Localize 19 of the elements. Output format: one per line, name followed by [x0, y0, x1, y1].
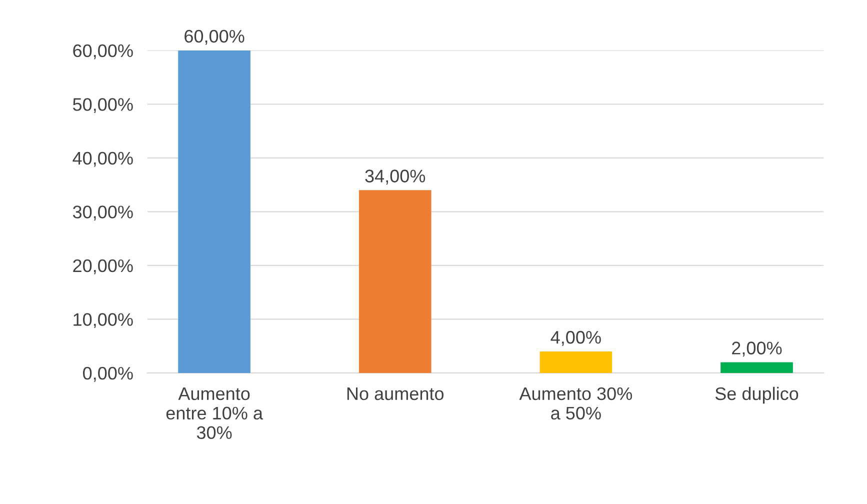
y-tick-label: 20,00% — [73, 259, 133, 274]
bar — [540, 351, 612, 373]
x-tick-label: No aumento — [347, 388, 444, 400]
bar — [178, 50, 250, 373]
data-label: 2,00% — [732, 342, 782, 357]
x-tick-label: Aumento 30% a 50% — [519, 387, 632, 420]
bar — [358, 190, 432, 373]
y-tick-label: 30,00% — [72, 206, 133, 221]
data-label: 4,00% — [550, 330, 601, 346]
data-label: 34,00% — [365, 170, 426, 185]
x-tick-label: Aumento entre 10% a 30% — [166, 388, 263, 440]
y-tick-label: 60,00% — [73, 44, 133, 60]
bar — [720, 362, 793, 373]
x-tick-label: Se duplico — [715, 386, 798, 404]
y-tick-label: 0,00% — [83, 366, 133, 382]
y-tick-label: 10,00% — [74, 313, 133, 328]
y-tick-label: 40,00% — [72, 152, 133, 167]
data-label: 60,00% — [184, 30, 244, 45]
y-tick-label: 50,00% — [72, 98, 133, 114]
